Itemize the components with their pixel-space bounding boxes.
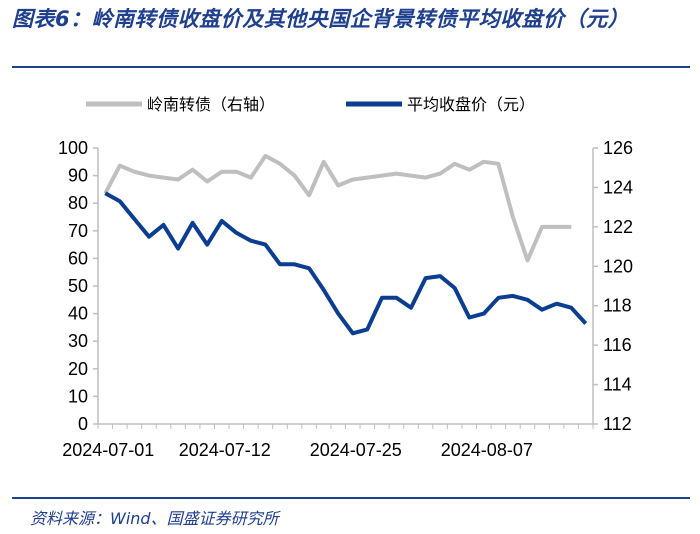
left-tick-label: 70 xyxy=(68,221,88,241)
left-tick-label: 20 xyxy=(68,359,88,379)
series-layer xyxy=(103,153,588,336)
left-tick-label: 60 xyxy=(68,248,88,268)
left-tick-label: 50 xyxy=(68,276,88,296)
left-tick-label: 40 xyxy=(68,304,88,324)
title-rule xyxy=(12,66,690,68)
figure-title: 图表6：岭南转债收盘价及其他央国企背景转债平均收盘价（元） xyxy=(12,7,630,31)
x-tick-label: 2024-07-12 xyxy=(179,440,271,460)
legend: 岭南转债（右轴） 平均收盘价（元） xyxy=(86,95,535,114)
left-tick-label: 90 xyxy=(68,166,88,186)
x-tick-label: 2024-07-25 xyxy=(310,440,402,460)
series-line-average xyxy=(104,191,588,336)
right-tick-label: 120 xyxy=(603,256,633,276)
right-tick-label: 126 xyxy=(603,138,633,158)
axes: 0 10 20 30 40 50 60 70 80 90 100 112 114 116 118 120 122… xyxy=(58,138,633,460)
series-line-lingnan xyxy=(103,153,572,263)
x-tick-label: 2024-07-01 xyxy=(62,440,154,460)
legend-label-blue: 平均收盘价（元） xyxy=(407,95,535,114)
left-tick-label: 80 xyxy=(68,193,88,213)
right-tick-label: 114 xyxy=(603,375,632,395)
right-tick-label: 122 xyxy=(603,217,633,237)
x-tick-label: 2024-08-07 xyxy=(441,440,533,460)
right-tick-label: 116 xyxy=(603,335,632,355)
left-tick-label: 100 xyxy=(58,138,88,158)
left-tick-label: 0 xyxy=(78,414,88,434)
right-tick-label: 118 xyxy=(603,296,632,316)
source-rule xyxy=(12,497,690,499)
right-tick-label: 112 xyxy=(603,414,632,434)
left-tick-label: 30 xyxy=(68,331,88,351)
legend-label-gray: 岭南转债（右轴） xyxy=(147,95,275,114)
left-tick-label: 10 xyxy=(68,386,88,406)
source-note: 资料来源：Wind、国盛证券研究所 xyxy=(30,509,279,528)
right-tick-label: 124 xyxy=(603,177,633,197)
